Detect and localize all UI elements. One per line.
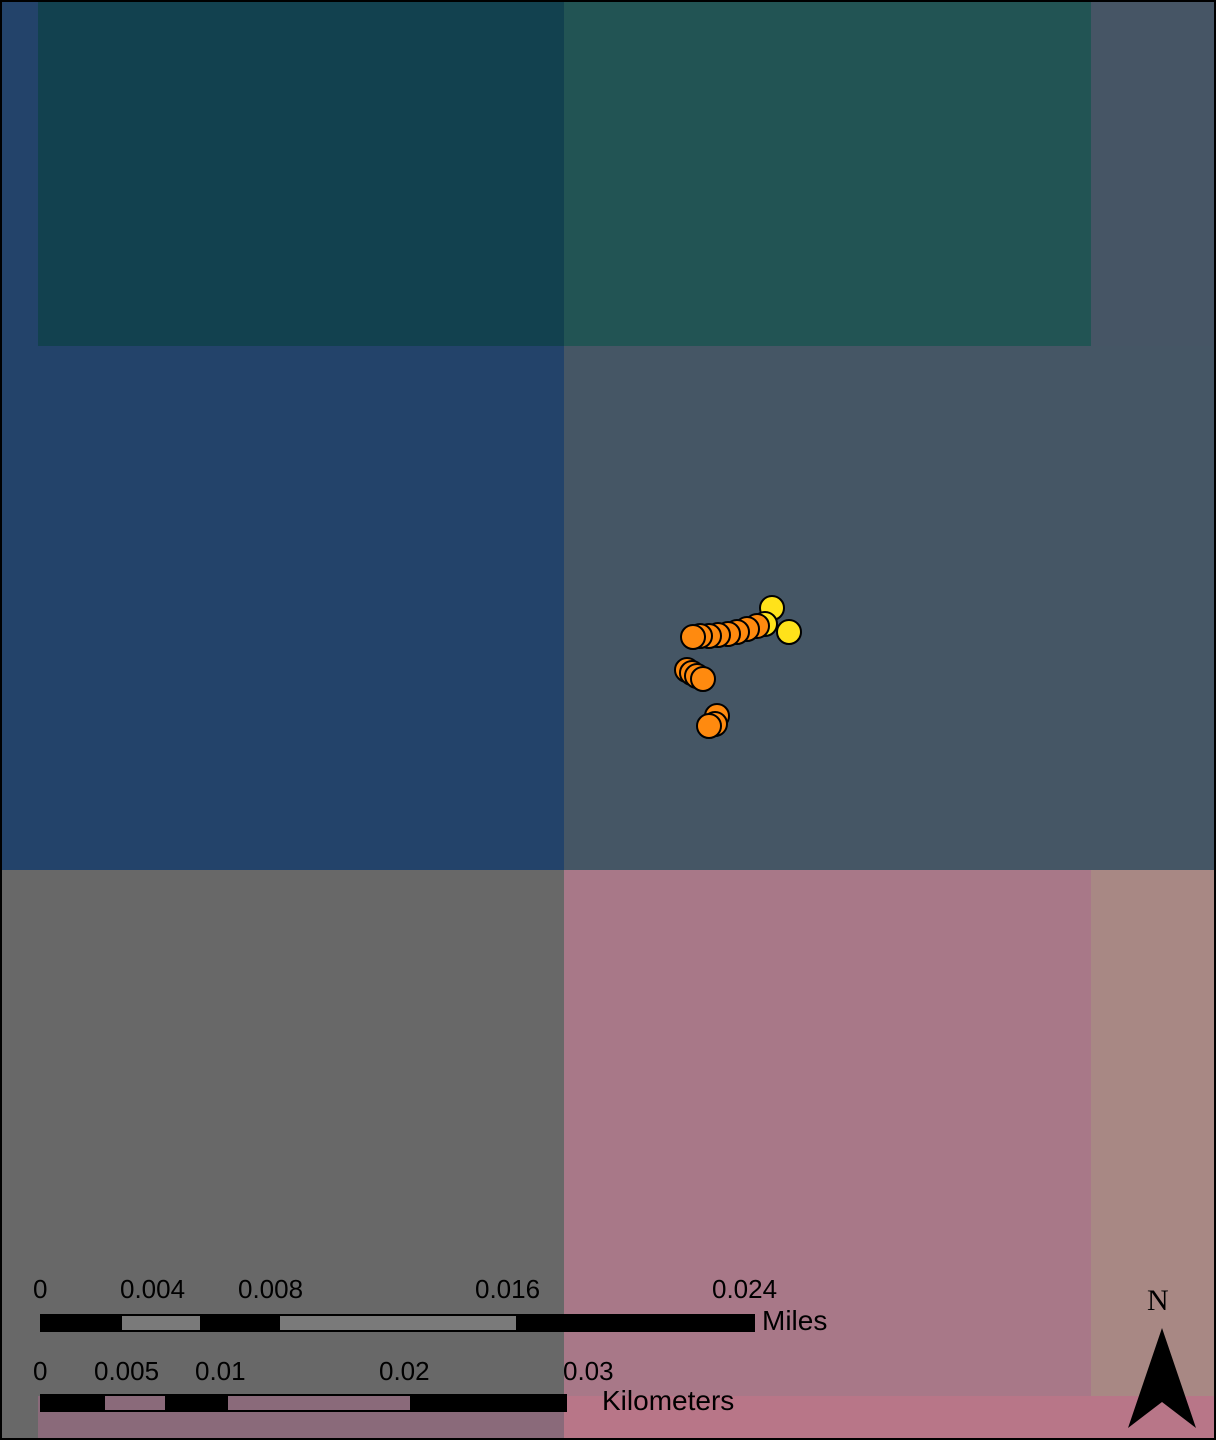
tile-bottom-right bbox=[564, 870, 1091, 1438]
km-seg-5 bbox=[410, 1396, 565, 1410]
miles-tick-2: 0.008 bbox=[238, 1274, 304, 1304]
tile-top-left bbox=[38, 2, 564, 346]
miles-seg-5 bbox=[516, 1316, 753, 1330]
tile-mid-right bbox=[564, 346, 1214, 870]
miles-tick-4: 0.024 bbox=[712, 1274, 778, 1304]
tile-mid-left bbox=[2, 346, 564, 870]
tile-bottom-strip-mid bbox=[564, 1396, 1091, 1438]
miles-seg-4 bbox=[280, 1316, 516, 1330]
north-arrow-icon bbox=[1128, 1328, 1196, 1428]
km-tick-3: 0.02 bbox=[379, 1356, 430, 1386]
km-tick-0: 0 bbox=[33, 1356, 48, 1386]
miles-seg-2 bbox=[122, 1316, 200, 1330]
point-feature-orange bbox=[696, 713, 722, 739]
miles-unit-label: Miles bbox=[762, 1305, 828, 1336]
miles-seg-3 bbox=[200, 1316, 280, 1330]
miles-bar bbox=[40, 1314, 755, 1332]
km-bar bbox=[40, 1394, 567, 1412]
km-tick-4: 0.03 bbox=[563, 1356, 614, 1386]
km-tick-1: 0.005 bbox=[94, 1356, 160, 1386]
km-seg-2 bbox=[105, 1396, 165, 1410]
km-seg-3 bbox=[165, 1396, 228, 1410]
miles-tick-0: 0 bbox=[33, 1274, 48, 1304]
tile-bottom-left bbox=[2, 870, 564, 1438]
km-tick-2: 0.01 bbox=[195, 1356, 246, 1386]
point-feature-yellow bbox=[776, 619, 802, 645]
north-arrow-label: N bbox=[1147, 1284, 1169, 1317]
point-feature-orange bbox=[690, 666, 716, 692]
tile-top-right bbox=[564, 2, 1091, 346]
miles-tick-1: 0.004 bbox=[120, 1274, 186, 1304]
km-seg-1 bbox=[42, 1396, 105, 1410]
km-seg-4 bbox=[228, 1396, 410, 1410]
km-unit-label: Kilometers bbox=[602, 1385, 735, 1416]
point-feature-orange bbox=[680, 624, 706, 650]
miles-seg-1 bbox=[42, 1316, 122, 1330]
miles-tick-3: 0.016 bbox=[475, 1274, 541, 1304]
tile-bottom-far-right bbox=[1091, 870, 1214, 1396]
tile-top-right-strip bbox=[1091, 2, 1214, 346]
